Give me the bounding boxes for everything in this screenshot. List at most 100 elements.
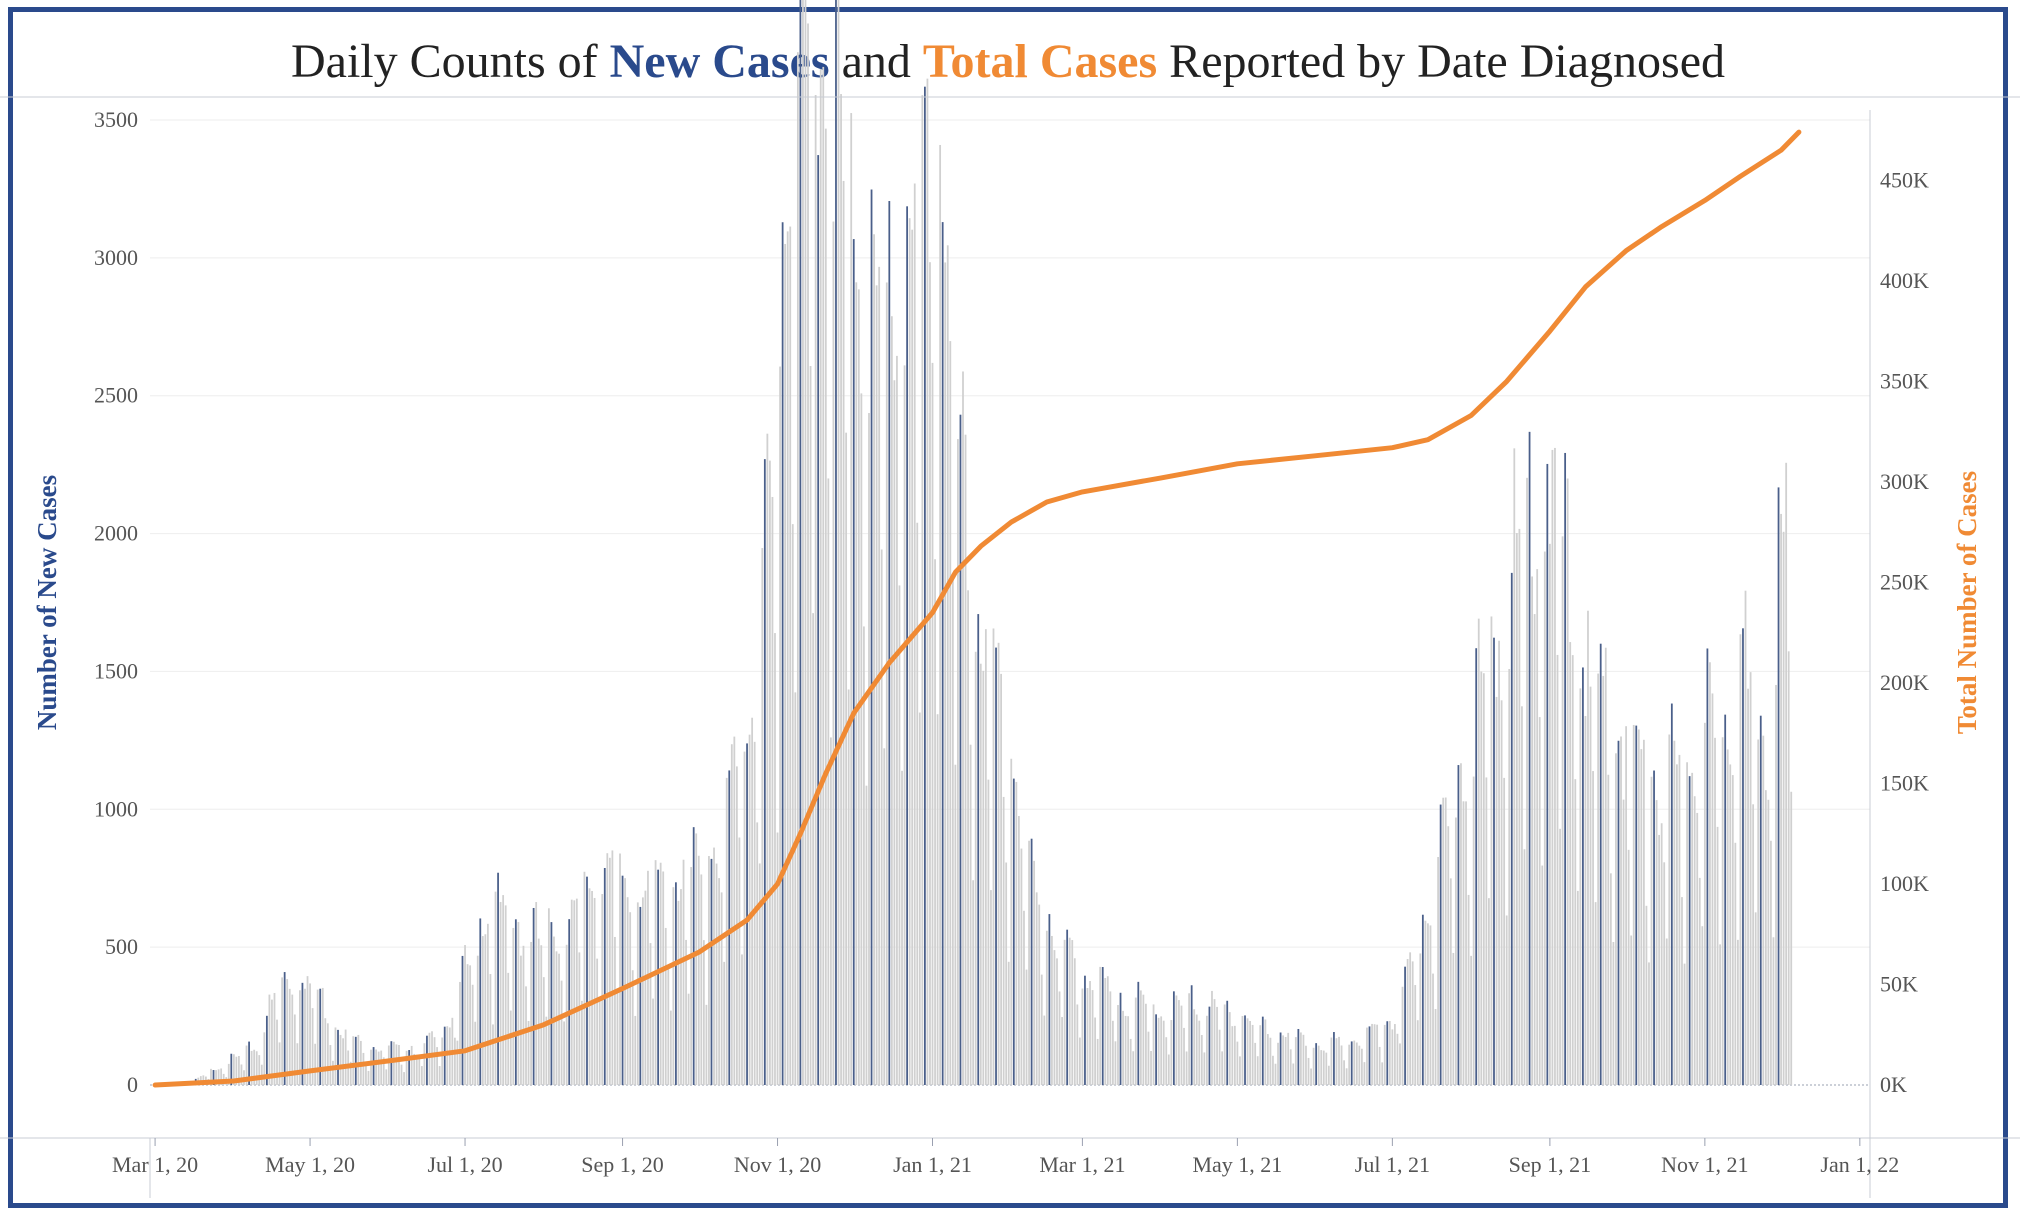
new-cases-bar: [542, 977, 545, 1085]
new-cases-bar: [525, 986, 527, 1085]
new-cases-bar: [1421, 914, 1424, 1085]
new-cases-bar: [901, 770, 903, 1085]
new-cases-bar: [1658, 834, 1661, 1085]
new-cases-bar: [1612, 942, 1615, 1085]
new-cases-bar: [746, 743, 748, 1085]
total-cases-line: [152, 129, 1802, 1088]
x-tick-label: Mar 1, 20: [112, 1152, 198, 1177]
new-cases-bar: [1556, 654, 1559, 1085]
new-cases-bar: [1221, 1051, 1224, 1085]
new-cases-bar: [1312, 1047, 1315, 1085]
new-cases-bar: [390, 1041, 393, 1085]
new-cases-bar: [1503, 777, 1506, 1085]
new-cases-bar: [1355, 1042, 1358, 1085]
new-cases-bar: [601, 894, 604, 1085]
new-cases-bar: [357, 1034, 360, 1085]
axis-layer: 0 500 1000 1500 2000 2500 3000 3500 0K 50K 100K 150…: [0, 96, 2020, 1198]
new-cases-bar: [1302, 1034, 1305, 1085]
new-cases-bar: [939, 144, 942, 1086]
new-cases-bar: [888, 201, 891, 1085]
new-cases-bar: [837, 0, 840, 1086]
new-cases-bar: [1066, 929, 1069, 1085]
new-cases-bar: [415, 1054, 418, 1085]
new-cases-bar: [354, 1036, 357, 1085]
new-cases-bar: [306, 976, 309, 1085]
new-cases-bar: [728, 770, 731, 1085]
new-cases-bar: [1518, 528, 1521, 1085]
new-cases-bar: [324, 1018, 327, 1085]
new-cases-bar: [1521, 706, 1523, 1085]
new-cases-bar: [1462, 801, 1465, 1085]
new-cases-bar: [395, 1044, 398, 1085]
new-cases-bar: [1709, 662, 1711, 1085]
new-cases-bar: [715, 863, 718, 1085]
new-cases-bar: [631, 970, 634, 1085]
new-cases-bar: [845, 432, 848, 1085]
new-cases-bar: [1627, 849, 1630, 1085]
new-cases-bar: [1172, 991, 1175, 1085]
new-cases-bar: [273, 992, 276, 1085]
new-cases-bar: [329, 1045, 332, 1085]
new-cases-bar: [380, 1050, 383, 1085]
new-cases-bar: [804, 0, 807, 1085]
new-cases-bar: [677, 900, 680, 1085]
new-cases-bar: [824, 128, 827, 1085]
new-cases-bar: [1244, 1015, 1246, 1085]
new-cases-bar: [1449, 878, 1452, 1085]
new-cases-bar: [1683, 963, 1686, 1085]
new-cases-bar: [807, 23, 809, 1086]
new-cases-bar: [1414, 985, 1417, 1085]
new-cases-bar: [1307, 1057, 1310, 1085]
new-cases-bar: [1515, 533, 1518, 1085]
new-cases-bar: [438, 1066, 441, 1085]
new-cases-bar: [268, 994, 271, 1085]
new-cases-bar: [527, 1021, 530, 1085]
new-cases-bar: [1569, 642, 1572, 1085]
new-cases-bar: [420, 1066, 423, 1085]
new-cases-bar: [1714, 737, 1716, 1085]
new-cases-bar: [614, 936, 616, 1085]
new-cases-bar: [1757, 739, 1760, 1085]
new-cases-bar: [428, 1032, 431, 1085]
new-cases-bar: [1053, 950, 1056, 1085]
new-cases-bar: [471, 984, 474, 1085]
new-cases-bar: [1759, 715, 1762, 1085]
new-cases-bar: [1790, 791, 1793, 1085]
new-cases-bar: [774, 633, 776, 1085]
new-cases-bar: [649, 943, 652, 1085]
new-cases-bar: [672, 887, 675, 1085]
new-cases-bar: [990, 890, 992, 1085]
new-cases-bar: [743, 751, 746, 1085]
new-cases-bar: [918, 712, 921, 1085]
new-cases-bar: [1576, 890, 1579, 1085]
new-cases-bar: [1584, 716, 1587, 1085]
new-cases-bar: [1071, 940, 1074, 1085]
new-cases-bar: [1073, 958, 1076, 1085]
new-cases-bar: [418, 1057, 421, 1085]
new-cases-bar: [1000, 673, 1002, 1085]
new-cases-bar: [1272, 1055, 1274, 1085]
new-cases-bar: [286, 979, 289, 1085]
new-cases-bar: [1579, 688, 1582, 1085]
new-cases-bar: [1058, 991, 1061, 1085]
new-cases-bar: [982, 670, 985, 1085]
new-cases-bar: [1061, 1017, 1063, 1085]
new-cases-bar: [1063, 939, 1066, 1085]
new-cases-bar: [634, 1015, 637, 1085]
new-cases-bar: [929, 262, 931, 1085]
new-cases-bar: [217, 1069, 220, 1085]
new-cases-bar: [987, 779, 990, 1085]
new-cases-bar: [903, 365, 906, 1085]
new-cases-bar: [786, 231, 789, 1085]
new-cases-bar: [1127, 1016, 1130, 1085]
new-cases-bar: [535, 902, 538, 1085]
new-cases-bar: [431, 1031, 433, 1085]
new-cases-bar: [1350, 1041, 1353, 1085]
new-cases-bar: [720, 892, 723, 1085]
new-cases-bar: [962, 371, 964, 1086]
new-cases-bar: [781, 222, 784, 1085]
new-cases-bar: [1132, 1051, 1135, 1085]
new-cases-bar: [1442, 797, 1445, 1085]
new-cases-bar: [469, 965, 472, 1085]
